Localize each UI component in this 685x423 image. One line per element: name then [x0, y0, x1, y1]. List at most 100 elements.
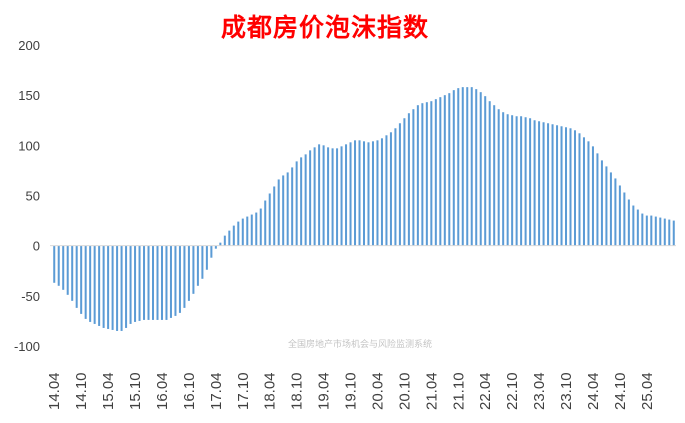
- bar: [371, 141, 374, 246]
- bar: [663, 218, 666, 246]
- bar: [448, 93, 451, 246]
- bar: [389, 132, 392, 246]
- bar: [623, 192, 626, 246]
- bar-series: [53, 87, 675, 331]
- bar: [214, 245, 217, 249]
- y-tick-label: 150: [18, 88, 40, 103]
- x-tick-label: 24.10: [612, 372, 629, 410]
- bar: [497, 109, 500, 246]
- x-tick-label: 18.04: [262, 372, 279, 410]
- bar: [354, 140, 357, 246]
- bar: [268, 193, 271, 246]
- x-tick-label: 24.04: [585, 372, 602, 410]
- bar: [430, 101, 433, 246]
- x-tick-label: 19.04: [316, 372, 333, 410]
- bar: [241, 218, 244, 246]
- bar: [66, 245, 69, 295]
- y-tick-label: -100: [14, 339, 40, 354]
- bar: [237, 221, 240, 246]
- watermark: 全国房地产市场机会与风险监测系统: [287, 340, 432, 350]
- bar: [582, 137, 585, 246]
- bar: [394, 128, 397, 246]
- x-tick-label: 16.04: [154, 372, 171, 410]
- bar: [358, 140, 361, 246]
- bar: [542, 122, 545, 246]
- bar: [304, 154, 307, 246]
- x-tick-label: 25.04: [639, 372, 656, 410]
- bar: [457, 88, 460, 246]
- bar: [524, 117, 527, 246]
- bar: [520, 116, 523, 246]
- bar: [412, 109, 415, 246]
- bar: [205, 245, 208, 270]
- bar: [147, 245, 150, 320]
- bar: [407, 113, 410, 246]
- bar: [659, 217, 662, 246]
- x-tick-label: 21.04: [423, 372, 440, 410]
- bar: [376, 140, 379, 246]
- bar: [331, 148, 334, 246]
- x-tick-label: 16.10: [181, 372, 198, 410]
- bar: [618, 185, 621, 246]
- bar: [111, 245, 114, 330]
- bar: [259, 208, 262, 246]
- bar: [277, 179, 280, 246]
- bar: [466, 87, 469, 246]
- bar: [511, 115, 514, 246]
- x-tick-label: 17.10: [235, 372, 252, 410]
- bar: [484, 96, 487, 246]
- x-tick-label: 14.10: [73, 372, 90, 410]
- bar: [201, 245, 204, 279]
- bar: [246, 216, 249, 246]
- bar: [547, 123, 550, 246]
- bar: [645, 215, 648, 246]
- bar: [416, 105, 419, 246]
- bar: [380, 138, 383, 246]
- bar: [434, 99, 437, 246]
- bar: [600, 160, 603, 246]
- x-tick-label: 20.10: [396, 372, 413, 410]
- bar: [322, 145, 325, 246]
- bar: [636, 209, 639, 246]
- bar: [493, 105, 496, 246]
- bar: [223, 235, 226, 246]
- y-tick-label: 0: [33, 239, 40, 254]
- bar: [134, 245, 137, 322]
- bar: [551, 124, 554, 246]
- bar: [156, 245, 159, 320]
- chart-title: 成都房价泡沫指数: [220, 13, 429, 42]
- bar: [75, 245, 78, 308]
- bar: [614, 178, 617, 246]
- x-tick-label: 21.10: [450, 372, 467, 410]
- bar: [174, 245, 177, 316]
- bar: [282, 175, 285, 246]
- y-axis-ticks: -100 -50 0 50 100 150 200: [14, 38, 40, 354]
- bar: [452, 90, 455, 246]
- bar: [143, 245, 146, 320]
- bar: [569, 128, 572, 246]
- bar: [439, 97, 442, 246]
- bar: [668, 219, 671, 246]
- bar: [609, 172, 612, 246]
- bar: [565, 127, 568, 246]
- bar: [80, 245, 83, 314]
- bar: [345, 144, 348, 246]
- bar: [89, 245, 92, 322]
- bar: [587, 141, 590, 246]
- bar: [654, 216, 657, 246]
- bar: [192, 245, 195, 294]
- bar: [84, 245, 87, 319]
- bar: [488, 101, 491, 246]
- bar: [327, 147, 330, 246]
- bar: [291, 167, 294, 246]
- bar: [250, 214, 253, 246]
- bar: [62, 245, 65, 290]
- bar: [129, 245, 132, 324]
- bar: [367, 142, 370, 246]
- y-tick-label: 200: [18, 38, 40, 53]
- bar: [538, 121, 541, 246]
- bar: [318, 144, 321, 246]
- bar: [210, 245, 213, 258]
- bar: [560, 126, 563, 246]
